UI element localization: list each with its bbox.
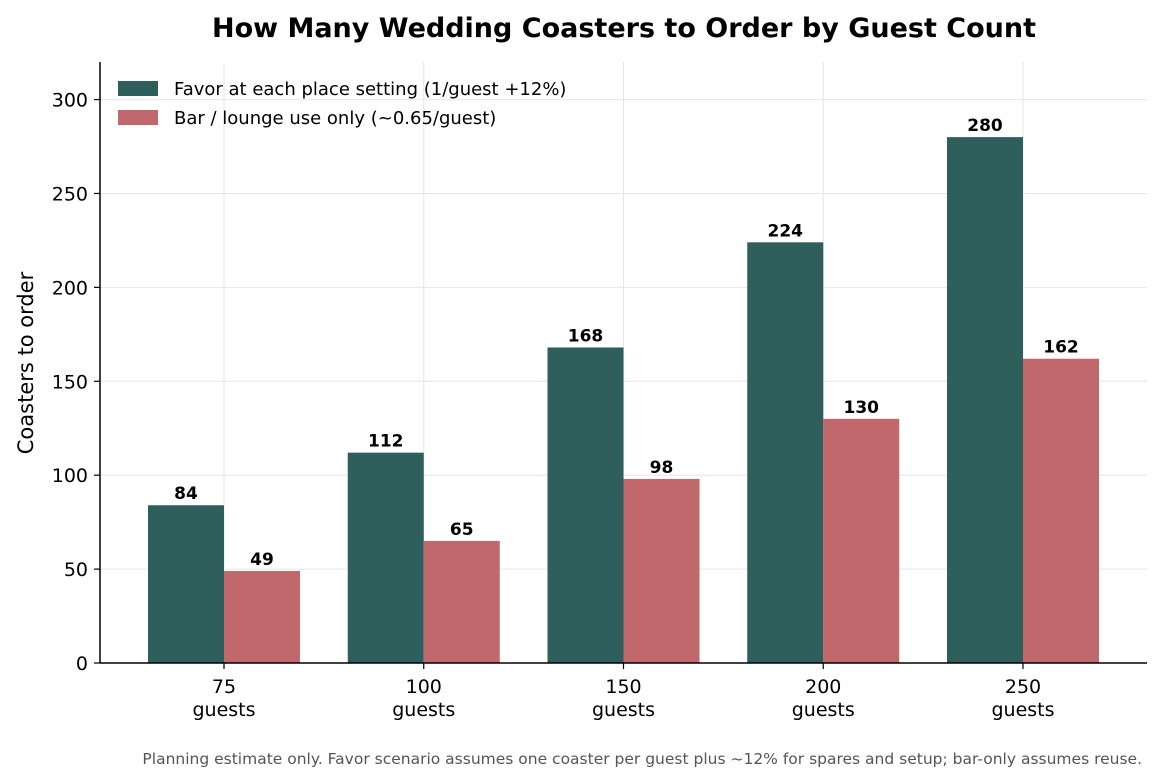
data-labels-group: 84 112 168 224 280 49 65 98 130 162 — [174, 116, 1079, 570]
x-tick-label: 75 guests — [192, 676, 255, 721]
legend-swatch — [118, 110, 158, 125]
bar-series-1 — [347, 452, 424, 663]
x-tick-label: 150 guests — [592, 676, 655, 721]
legend: Favor at each place setting (1/guest +12… — [118, 79, 566, 129]
bar-series-2 — [823, 418, 900, 663]
y-axis-label: Coasters to order — [14, 271, 38, 454]
bar-value-label: 49 — [250, 550, 274, 570]
y-tick-label: 150 — [52, 371, 88, 393]
bars-group — [148, 137, 1099, 664]
bar-series-1 — [947, 137, 1023, 663]
bar-value-label: 98 — [650, 458, 674, 478]
chart-title: How Many Wedding Coasters to Order by Gu… — [212, 13, 1036, 44]
y-tick-label: 0 — [76, 653, 88, 675]
bar-value-label: 84 — [174, 484, 198, 504]
bar-series-1 — [747, 242, 824, 664]
bar-series-2 — [423, 540, 500, 663]
bar-series-2 — [623, 478, 700, 663]
axes-group: 0 50 100 150 200 250 300 75 guests 100 guests 150 gu… — [52, 62, 1147, 721]
y-tick-label: 200 — [52, 277, 88, 299]
bar-value-label: 168 — [568, 326, 604, 346]
x-tick-label: 100 guests — [392, 676, 455, 721]
footnote: Planning estimate only. Favor scenario a… — [142, 750, 1142, 768]
bar-value-label: 280 — [967, 116, 1003, 136]
legend-label: Bar / lounge use only (~0.65/guest) — [174, 108, 496, 129]
bar-value-label: 65 — [450, 520, 474, 540]
bar-value-label: 130 — [844, 398, 880, 418]
y-tick-label: 100 — [52, 465, 88, 487]
bar-series-2 — [224, 570, 300, 663]
bar-series-1 — [148, 505, 224, 663]
legend-label: Favor at each place setting (1/guest +12… — [174, 79, 566, 100]
x-tick-label: 250 guests — [991, 676, 1054, 721]
y-tick-label: 300 — [52, 90, 88, 112]
x-tick-label: 200 guests — [792, 676, 855, 721]
y-tick-label: 50 — [64, 559, 88, 581]
bar-series-2 — [1023, 358, 1099, 663]
bar-value-label: 112 — [368, 432, 404, 452]
bar-series-1 — [547, 347, 624, 663]
bar-value-label: 162 — [1043, 338, 1079, 358]
legend-swatch — [118, 81, 158, 96]
y-tick-label: 250 — [52, 183, 88, 205]
bar-value-label: 224 — [768, 221, 804, 241]
